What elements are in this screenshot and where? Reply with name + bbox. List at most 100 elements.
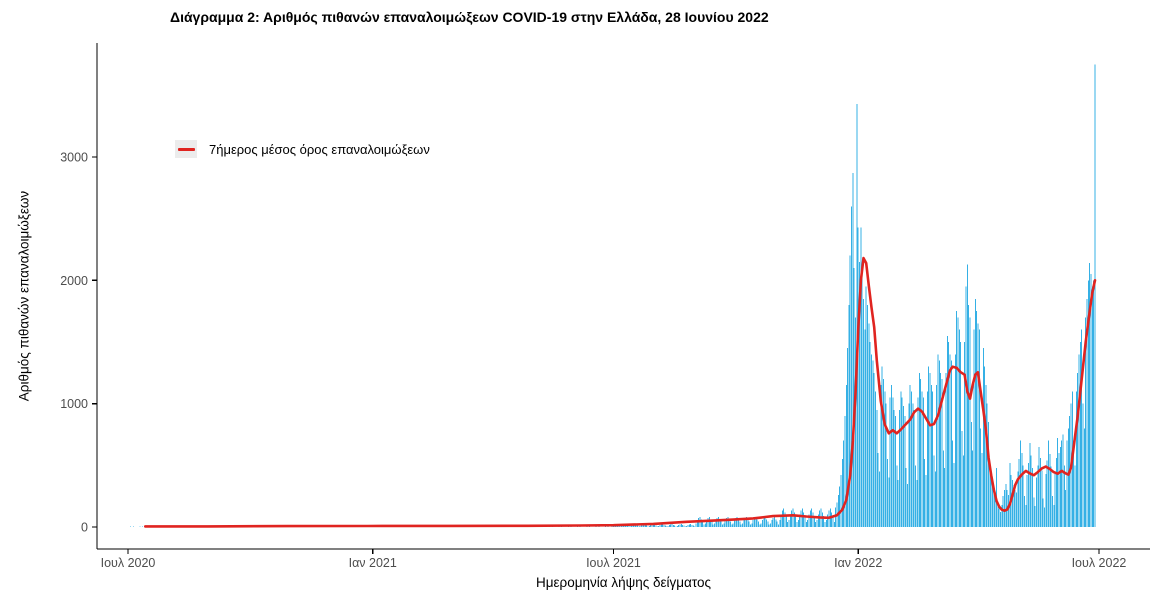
bar: [730, 521, 732, 527]
bar: [964, 342, 966, 527]
bar: [639, 526, 641, 527]
bar: [825, 520, 827, 527]
bar: [763, 518, 765, 527]
bar: [1087, 280, 1089, 527]
bar: [694, 526, 696, 527]
bar: [1033, 497, 1035, 527]
bar: [728, 519, 730, 527]
bar: [785, 516, 787, 527]
bar: [864, 329, 866, 527]
bar: [1077, 372, 1079, 527]
bar: [620, 526, 622, 527]
bar: [801, 508, 803, 527]
bar: [978, 329, 980, 527]
y-tick-label: 2000: [60, 274, 88, 288]
bar: [742, 523, 744, 527]
bar: [1018, 459, 1020, 527]
bar: [932, 391, 934, 527]
bar: [922, 397, 924, 527]
bar: [960, 342, 962, 527]
bar: [642, 524, 644, 527]
bar: [833, 522, 835, 527]
bar: [962, 455, 964, 527]
bar: [997, 502, 999, 527]
bar: [678, 525, 680, 527]
bar: [1000, 512, 1002, 527]
bar: [924, 459, 926, 527]
bar: [1047, 440, 1049, 527]
x-tick-label: Ιουλ 2021: [586, 556, 641, 570]
legend-label: 7ήμερος μέσος όρος επαναλοιμώξεων: [209, 141, 430, 157]
bar: [837, 494, 839, 527]
bar: [824, 522, 826, 527]
bar: [780, 514, 782, 527]
bar: [1085, 317, 1087, 527]
bar: [752, 520, 754, 527]
bar: [1089, 263, 1091, 527]
bar: [723, 523, 725, 527]
bar: [985, 385, 987, 527]
bar: [732, 523, 734, 527]
bar: [775, 519, 777, 527]
bar: [707, 518, 709, 527]
bar: [1037, 465, 1039, 527]
bar: [759, 524, 761, 527]
bar: [835, 507, 837, 527]
bar: [889, 397, 891, 527]
bar: [1083, 428, 1085, 527]
bar: [813, 516, 815, 527]
bar: [670, 524, 672, 527]
bar: [776, 521, 778, 527]
bar: [868, 323, 870, 527]
bar: [672, 524, 674, 527]
bar: [783, 508, 785, 527]
bar: [635, 524, 637, 527]
bar: [966, 264, 968, 527]
bar: [945, 372, 947, 527]
bar: [957, 317, 959, 527]
bar: [703, 524, 705, 527]
bar: [1016, 492, 1018, 527]
bar: [849, 255, 851, 528]
bar: [896, 465, 898, 527]
bar: [744, 518, 746, 527]
bar: [663, 524, 665, 527]
bar: [867, 305, 869, 527]
bar: [1091, 286, 1093, 527]
bar: [917, 397, 919, 527]
bar: [652, 523, 654, 527]
bar: [819, 510, 821, 527]
bar: [760, 523, 762, 527]
bar: [981, 453, 983, 527]
bar: [988, 422, 990, 527]
bar: [757, 521, 759, 527]
bar: [771, 520, 773, 527]
bar: [1086, 298, 1088, 527]
bar: [914, 465, 916, 527]
bar: [1054, 472, 1056, 527]
bar: [655, 525, 657, 527]
bar: [908, 403, 910, 527]
bar: [872, 360, 874, 527]
chart-title: Διάγραμμα 2: Αριθμός πιθανών επαναλοιμώξ…: [170, 9, 769, 25]
bar: [648, 526, 650, 527]
bar: [695, 523, 697, 527]
bar: [636, 525, 638, 527]
bar: [719, 519, 721, 527]
bar: [1075, 391, 1077, 527]
bar: [743, 520, 745, 527]
bar: [638, 526, 640, 527]
bar: [871, 354, 873, 527]
bar: [740, 524, 742, 527]
bar: [1061, 440, 1063, 527]
bar: [968, 305, 970, 527]
bar: [840, 475, 842, 527]
bar: [1093, 280, 1095, 527]
bar: [735, 518, 737, 527]
bar: [628, 526, 630, 527]
bar: [969, 317, 971, 527]
y-tick-label: 0: [81, 521, 88, 535]
bar: [901, 397, 903, 527]
bar: [881, 366, 883, 527]
